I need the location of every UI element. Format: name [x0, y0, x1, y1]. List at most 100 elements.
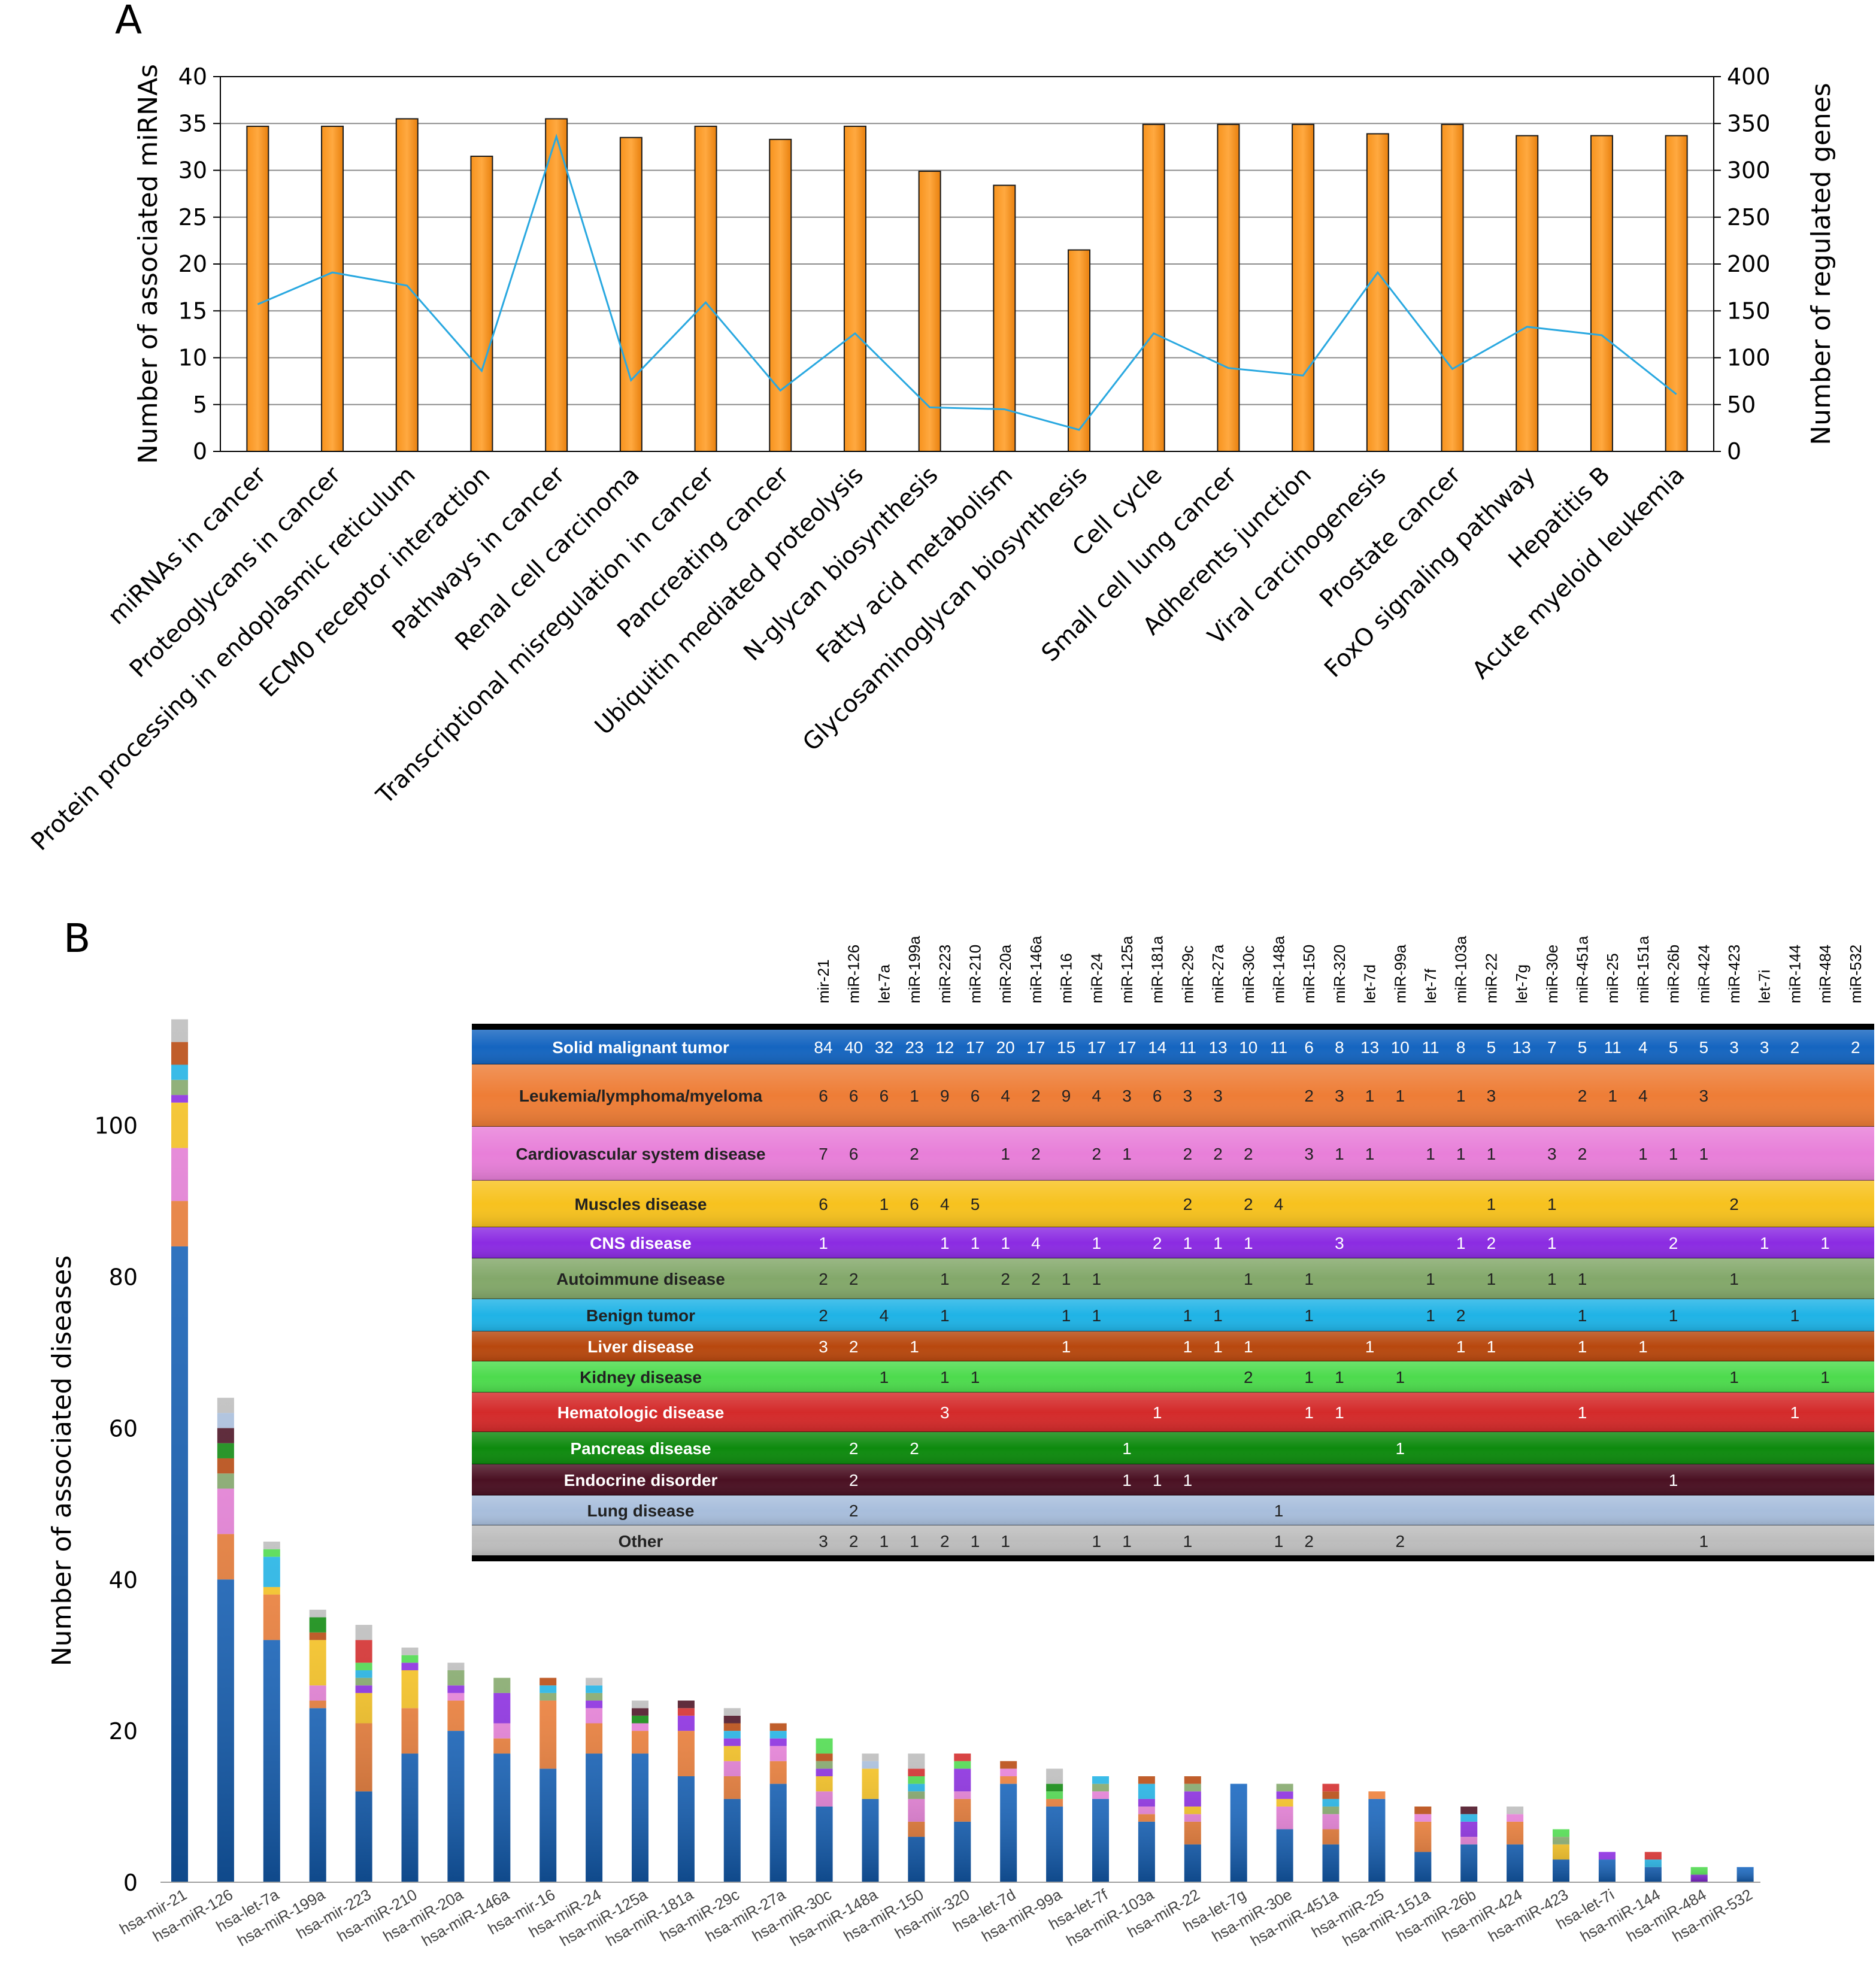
table-cell-value: 2 — [1396, 1532, 1405, 1551]
a-left-tick-label: 25 — [178, 204, 207, 230]
table-cell-value: 2 — [1001, 1270, 1010, 1288]
table-row: Liver disease 3 2 1 1 1 1 1 1 1 1 1 1 — [472, 1331, 1874, 1362]
a-bar — [1292, 123, 1315, 452]
b-bar-shade — [677, 1700, 695, 1882]
table-cell-value: 3 — [1183, 1087, 1193, 1105]
table-cell-value: 1 — [1335, 1368, 1344, 1387]
table-row: CNS disease 1 1 1 1 4 1 2 1 1 1 3 1 2 1 2 1 1 — [472, 1227, 1874, 1259]
table-cell-value: 1 — [1820, 1234, 1830, 1252]
table-cell-value: 3 — [1547, 1145, 1557, 1163]
table-cell-value: 1 — [819, 1234, 828, 1252]
table-cell-value: 1 — [1335, 1403, 1344, 1422]
table-cell-value: 6 — [849, 1087, 859, 1105]
a-bar — [246, 125, 269, 452]
table-row-label: Hematologic disease — [557, 1403, 725, 1422]
table-cell-value: 2 — [940, 1532, 950, 1551]
a-bar — [1441, 123, 1464, 452]
table-cell-value: 1 — [1001, 1145, 1010, 1163]
table-cell-value: 1 — [1608, 1087, 1617, 1105]
table-column-header: miR-30e — [1543, 945, 1561, 1003]
table-cell-value: 2 — [1304, 1532, 1314, 1551]
table-column-header: miR-27a — [1209, 944, 1227, 1003]
table-cell-value: 1 — [1001, 1234, 1010, 1252]
table-row-label: CNS disease — [590, 1234, 692, 1252]
table-cell-value: 1 — [1790, 1306, 1800, 1325]
table-cell-value: 2 — [819, 1306, 828, 1325]
table-cell-value: 32 — [875, 1038, 893, 1057]
table-cell-value: 1 — [1426, 1306, 1435, 1325]
a-bar — [1665, 135, 1688, 453]
table-cell-value: 6 — [849, 1145, 859, 1163]
table-cell-value: 1 — [1578, 1337, 1587, 1356]
table-row-label: Pancreas disease — [570, 1439, 711, 1458]
table-cell-value: 1 — [971, 1234, 980, 1252]
table-cell-value: 1 — [1729, 1368, 1739, 1387]
table-column-header: miR-22 — [1482, 953, 1500, 1003]
b-y-tick-label: 0 — [123, 1870, 138, 1896]
table-column-header: miR-20a — [996, 944, 1014, 1003]
table-row-label: Liver disease — [587, 1337, 693, 1356]
table-row: Benign tumor 2 4 1 1 1 1 1 1 1 2 1 1 1 — [472, 1299, 1874, 1332]
b-bar-shade — [769, 1723, 787, 1882]
table-cell-value: 1 — [1456, 1337, 1466, 1356]
b-bar-shade — [908, 1754, 925, 1882]
table-cell-value: 8 — [1335, 1038, 1344, 1057]
table-row-shade — [472, 1432, 1874, 1464]
table-cell-value: 1 — [1456, 1234, 1466, 1252]
table-cell-value: 1 — [1062, 1337, 1071, 1356]
table-cell-value: 1 — [1487, 1337, 1496, 1356]
table-row-label: Endocrine disorder — [564, 1471, 718, 1489]
a-bar — [694, 125, 717, 452]
table-cell-value: 2 — [1031, 1270, 1041, 1288]
table-cell-value: 2 — [1851, 1038, 1860, 1057]
table-row-label: Other — [619, 1532, 663, 1551]
table-row: Lung disease 2 1 — [472, 1495, 1874, 1526]
table-cell-value: 1 — [1183, 1234, 1193, 1252]
table-cell-value: 1 — [1760, 1234, 1769, 1252]
table-column-header: miR-24 — [1087, 953, 1105, 1003]
table-cell-value: 1 — [1244, 1270, 1253, 1288]
table-cell-value: 1 — [880, 1368, 889, 1387]
a-bar — [1516, 135, 1539, 453]
table-cell-value: 1 — [1001, 1532, 1010, 1551]
table-row-label: Solid malignant tumor — [552, 1038, 729, 1057]
table-cell-value: 2 — [1304, 1087, 1314, 1105]
table-cell-value: 1 — [1820, 1368, 1830, 1387]
table-cell-value: 4 — [1092, 1087, 1102, 1105]
a-left-tick-label: 20 — [178, 251, 207, 277]
b-bar-shade — [1276, 1783, 1293, 1882]
table-cell-value: 1 — [880, 1195, 889, 1214]
table-row-label: Benign tumor — [586, 1306, 695, 1325]
b-y-tick-label: 40 — [109, 1567, 138, 1593]
disease-table: mir-21 miR-126 let-7a miR-199a miR-223 miR-21… — [472, 936, 1874, 1561]
table-cell-value: 1 — [1304, 1306, 1314, 1325]
table-column-header: miR-223 — [936, 945, 954, 1003]
table-cell-value: 1 — [1547, 1234, 1557, 1252]
table-cell-value: 6 — [1304, 1038, 1314, 1057]
table-cell-value: 11 — [1604, 1038, 1622, 1057]
table-cell-value: 1 — [1183, 1306, 1193, 1325]
b-bar-shade — [1507, 1806, 1524, 1882]
table-cell-value: 1 — [1304, 1403, 1314, 1422]
table-cell-value: 2 — [1669, 1234, 1678, 1252]
table-cell-value: 17 — [966, 1038, 984, 1057]
table-row-label: Cardiovascular system disease — [516, 1145, 765, 1163]
a-left-tick-label: 40 — [178, 63, 207, 90]
table-cell-value: 1 — [1183, 1471, 1193, 1489]
table-row: Other 3 2 1 1 2 1 1 1 1 1 1 2 2 1 — [472, 1525, 1874, 1557]
table-cell-value: 2 — [1487, 1234, 1496, 1252]
table-column-header: let-7i — [1756, 970, 1774, 1003]
table-row-shade — [472, 1525, 1874, 1557]
b-y-tick-label: 100 — [94, 1113, 138, 1139]
a-bar — [769, 138, 792, 453]
table-cell-value: 5 — [971, 1195, 980, 1214]
table-cell-value: 1 — [1638, 1145, 1648, 1163]
table-column-header: miR-29c — [1178, 945, 1196, 1003]
table-cell-value: 2 — [849, 1337, 859, 1356]
b-bar-shade — [723, 1708, 741, 1882]
table-bottom-rule — [472, 1555, 1874, 1561]
a-left-axis-title: Number of associated miRNAs — [133, 64, 163, 464]
table-cell-value: 3 — [1304, 1145, 1314, 1163]
table-cell-value: 6 — [880, 1087, 889, 1105]
